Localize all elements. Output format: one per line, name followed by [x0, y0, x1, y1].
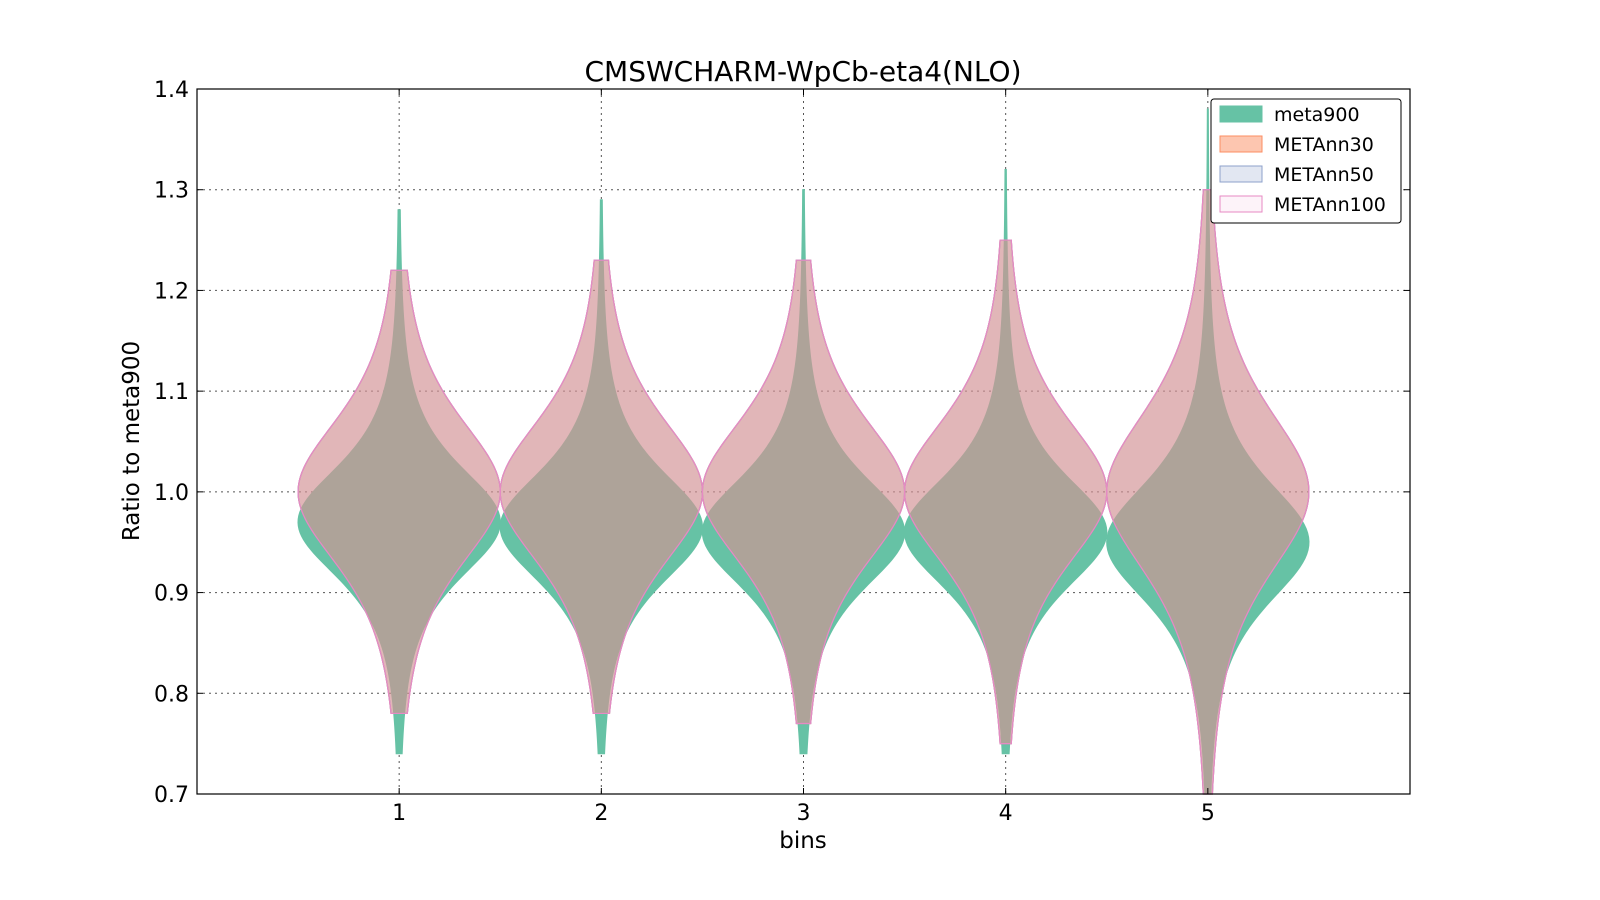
x-tick-label: 1: [392, 801, 406, 826]
legend: meta900 METAnn30 METAnn50 METAnn100: [1210, 98, 1402, 224]
y-tick-label: 0.9: [154, 582, 189, 607]
y-tick-label: 0.8: [154, 682, 189, 707]
legend-label-METAnn100: METAnn100: [1274, 194, 1386, 216]
chart-title: CMSWCHARM-WpCb-eta4(NLO): [584, 55, 1021, 88]
y-axis-label: Ratio to meta900: [119, 341, 145, 541]
legend-swatch-METAnn100: [1219, 195, 1263, 213]
x-axis-label: bins: [779, 828, 827, 854]
legend-label-METAnn50: METAnn50: [1274, 164, 1374, 186]
x-axis-ticks: 1 2 3 4 5: [392, 89, 1215, 826]
legend-swatch-METAnn50: [1219, 165, 1263, 183]
y-tick-label: 1.0: [154, 481, 189, 506]
y-tick-label: 1.1: [154, 380, 189, 405]
y-tick-label: 1.3: [154, 179, 189, 204]
violin-METAnn100-bin-3: [701, 259, 906, 725]
legend-frame: [1210, 98, 1402, 224]
x-tick-label: 2: [594, 801, 608, 826]
x-tick-label: 3: [797, 801, 811, 826]
y-tick-label: 0.7: [154, 783, 189, 808]
violin-METAnn100-bin-1: [297, 269, 501, 715]
legend-label-METAnn30: METAnn30: [1274, 134, 1374, 156]
legend-label-meta900: meta900: [1274, 104, 1360, 126]
y-tick-label: 1.4: [154, 78, 189, 103]
legend-swatch-METAnn30: [1219, 135, 1263, 153]
y-axis-ticks: 0.7 0.8 0.9 1.0 1.1 1.2 1.3 1.4: [154, 78, 1410, 808]
violin-METAnn100-bin-2: [499, 259, 704, 715]
violin-series-METAnn100: [297, 189, 1310, 795]
y-tick-label: 1.2: [154, 279, 189, 304]
legend-swatch-meta900: [1219, 105, 1263, 123]
violin-METAnn100-bin-4: [903, 239, 1108, 745]
x-tick-label: 5: [1201, 801, 1215, 826]
violin-layer: [297, 108, 1310, 795]
x-tick-label: 4: [999, 801, 1013, 826]
violin-METAnn100-bin-5: [1106, 189, 1310, 795]
